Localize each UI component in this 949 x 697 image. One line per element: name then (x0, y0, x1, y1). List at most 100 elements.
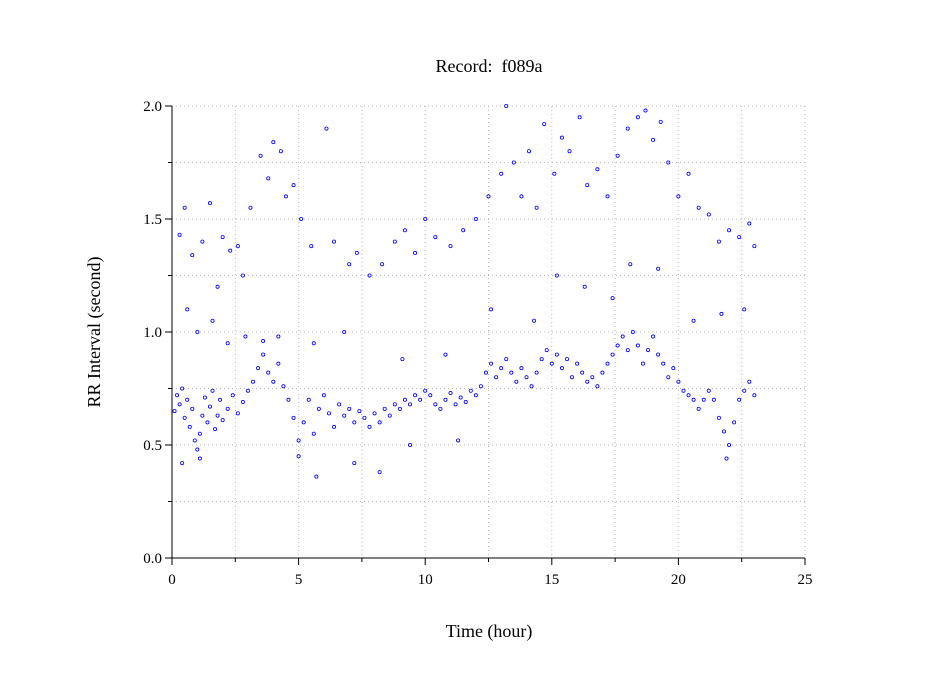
data-point (651, 137, 656, 142)
data-point (478, 384, 483, 389)
data-point (489, 307, 494, 312)
data-point (661, 361, 666, 366)
x-tick-label: 10 (418, 572, 433, 588)
data-point (207, 404, 212, 409)
data-point (456, 438, 461, 443)
data-point (615, 343, 620, 348)
data-point (570, 375, 575, 380)
data-point (509, 370, 514, 375)
data-point (408, 402, 413, 407)
data-point (180, 461, 185, 466)
data-point (577, 115, 582, 120)
data-point (428, 393, 433, 398)
data-point (628, 262, 633, 267)
data-point (701, 397, 706, 402)
data-point (747, 221, 752, 226)
data-point (524, 375, 529, 380)
data-point (311, 341, 316, 346)
data-point (276, 361, 281, 366)
data-point (192, 438, 197, 443)
data-point (377, 420, 382, 425)
data-point (190, 406, 195, 411)
data-point (210, 388, 215, 393)
data-point (185, 397, 190, 402)
data-point (643, 108, 648, 113)
data-point (742, 388, 747, 393)
data-point (468, 388, 473, 393)
data-point (656, 352, 661, 357)
tick-labels: 0 5 10 15 20 25 0.0 0.5 1.0 1.5 2.0 (143, 99, 812, 588)
data-point (711, 397, 716, 402)
data-point (271, 140, 276, 145)
data-point (752, 393, 757, 398)
data-point (575, 361, 580, 366)
data-point (620, 334, 625, 339)
data-point (483, 370, 488, 375)
data-point (228, 248, 233, 253)
data-point (605, 194, 610, 199)
data-point (635, 343, 640, 348)
data-point (559, 135, 564, 140)
data-point (332, 424, 337, 429)
data-point (461, 228, 466, 233)
data-point (261, 352, 266, 357)
x-tick-label: 25 (798, 572, 813, 588)
data-point (182, 415, 187, 420)
data-point (625, 348, 630, 353)
data-point (220, 418, 225, 423)
data-point (686, 171, 691, 176)
data-point (299, 216, 304, 221)
data-point (595, 167, 600, 172)
data-point (582, 284, 587, 289)
data-point (585, 379, 590, 384)
data-point (230, 393, 235, 398)
data-point (187, 424, 192, 429)
data-point (210, 318, 215, 323)
data-point (177, 232, 182, 237)
data-point (240, 273, 245, 278)
data-point (296, 438, 301, 443)
data-point (737, 235, 742, 240)
data-point (243, 334, 248, 339)
data-point (448, 391, 453, 396)
x-tick-label: 0 (168, 572, 176, 588)
data-point (283, 194, 288, 199)
data-point (585, 183, 590, 188)
data-point (337, 402, 342, 407)
data-point (554, 352, 559, 357)
data-point (463, 400, 468, 405)
data-point (499, 171, 504, 176)
data-point (311, 431, 316, 436)
data-point (296, 454, 301, 459)
data-point (590, 375, 595, 380)
data-point (377, 470, 382, 475)
data-point (448, 244, 453, 249)
data-point (321, 393, 326, 398)
data-point (580, 370, 585, 375)
data-point (721, 429, 726, 434)
data-point (719, 311, 724, 316)
data-point (251, 379, 256, 384)
data-point (458, 395, 463, 400)
data-point (392, 239, 397, 244)
data-point (195, 447, 200, 452)
data-point (564, 357, 569, 362)
data-point (200, 239, 205, 244)
data-point (185, 307, 190, 312)
data-point (610, 296, 615, 301)
axes (165, 105, 806, 565)
data-point (195, 329, 200, 334)
data-point (423, 216, 428, 221)
data-point (413, 250, 418, 255)
data-point (352, 420, 357, 425)
data-point (182, 205, 187, 210)
data-point (397, 406, 402, 411)
data-point (433, 402, 438, 407)
data-point (635, 115, 640, 120)
x-tick-label: 20 (671, 572, 686, 588)
data-point (666, 375, 671, 380)
data-point (676, 379, 681, 384)
data-point (225, 341, 230, 346)
data-point (266, 176, 271, 181)
